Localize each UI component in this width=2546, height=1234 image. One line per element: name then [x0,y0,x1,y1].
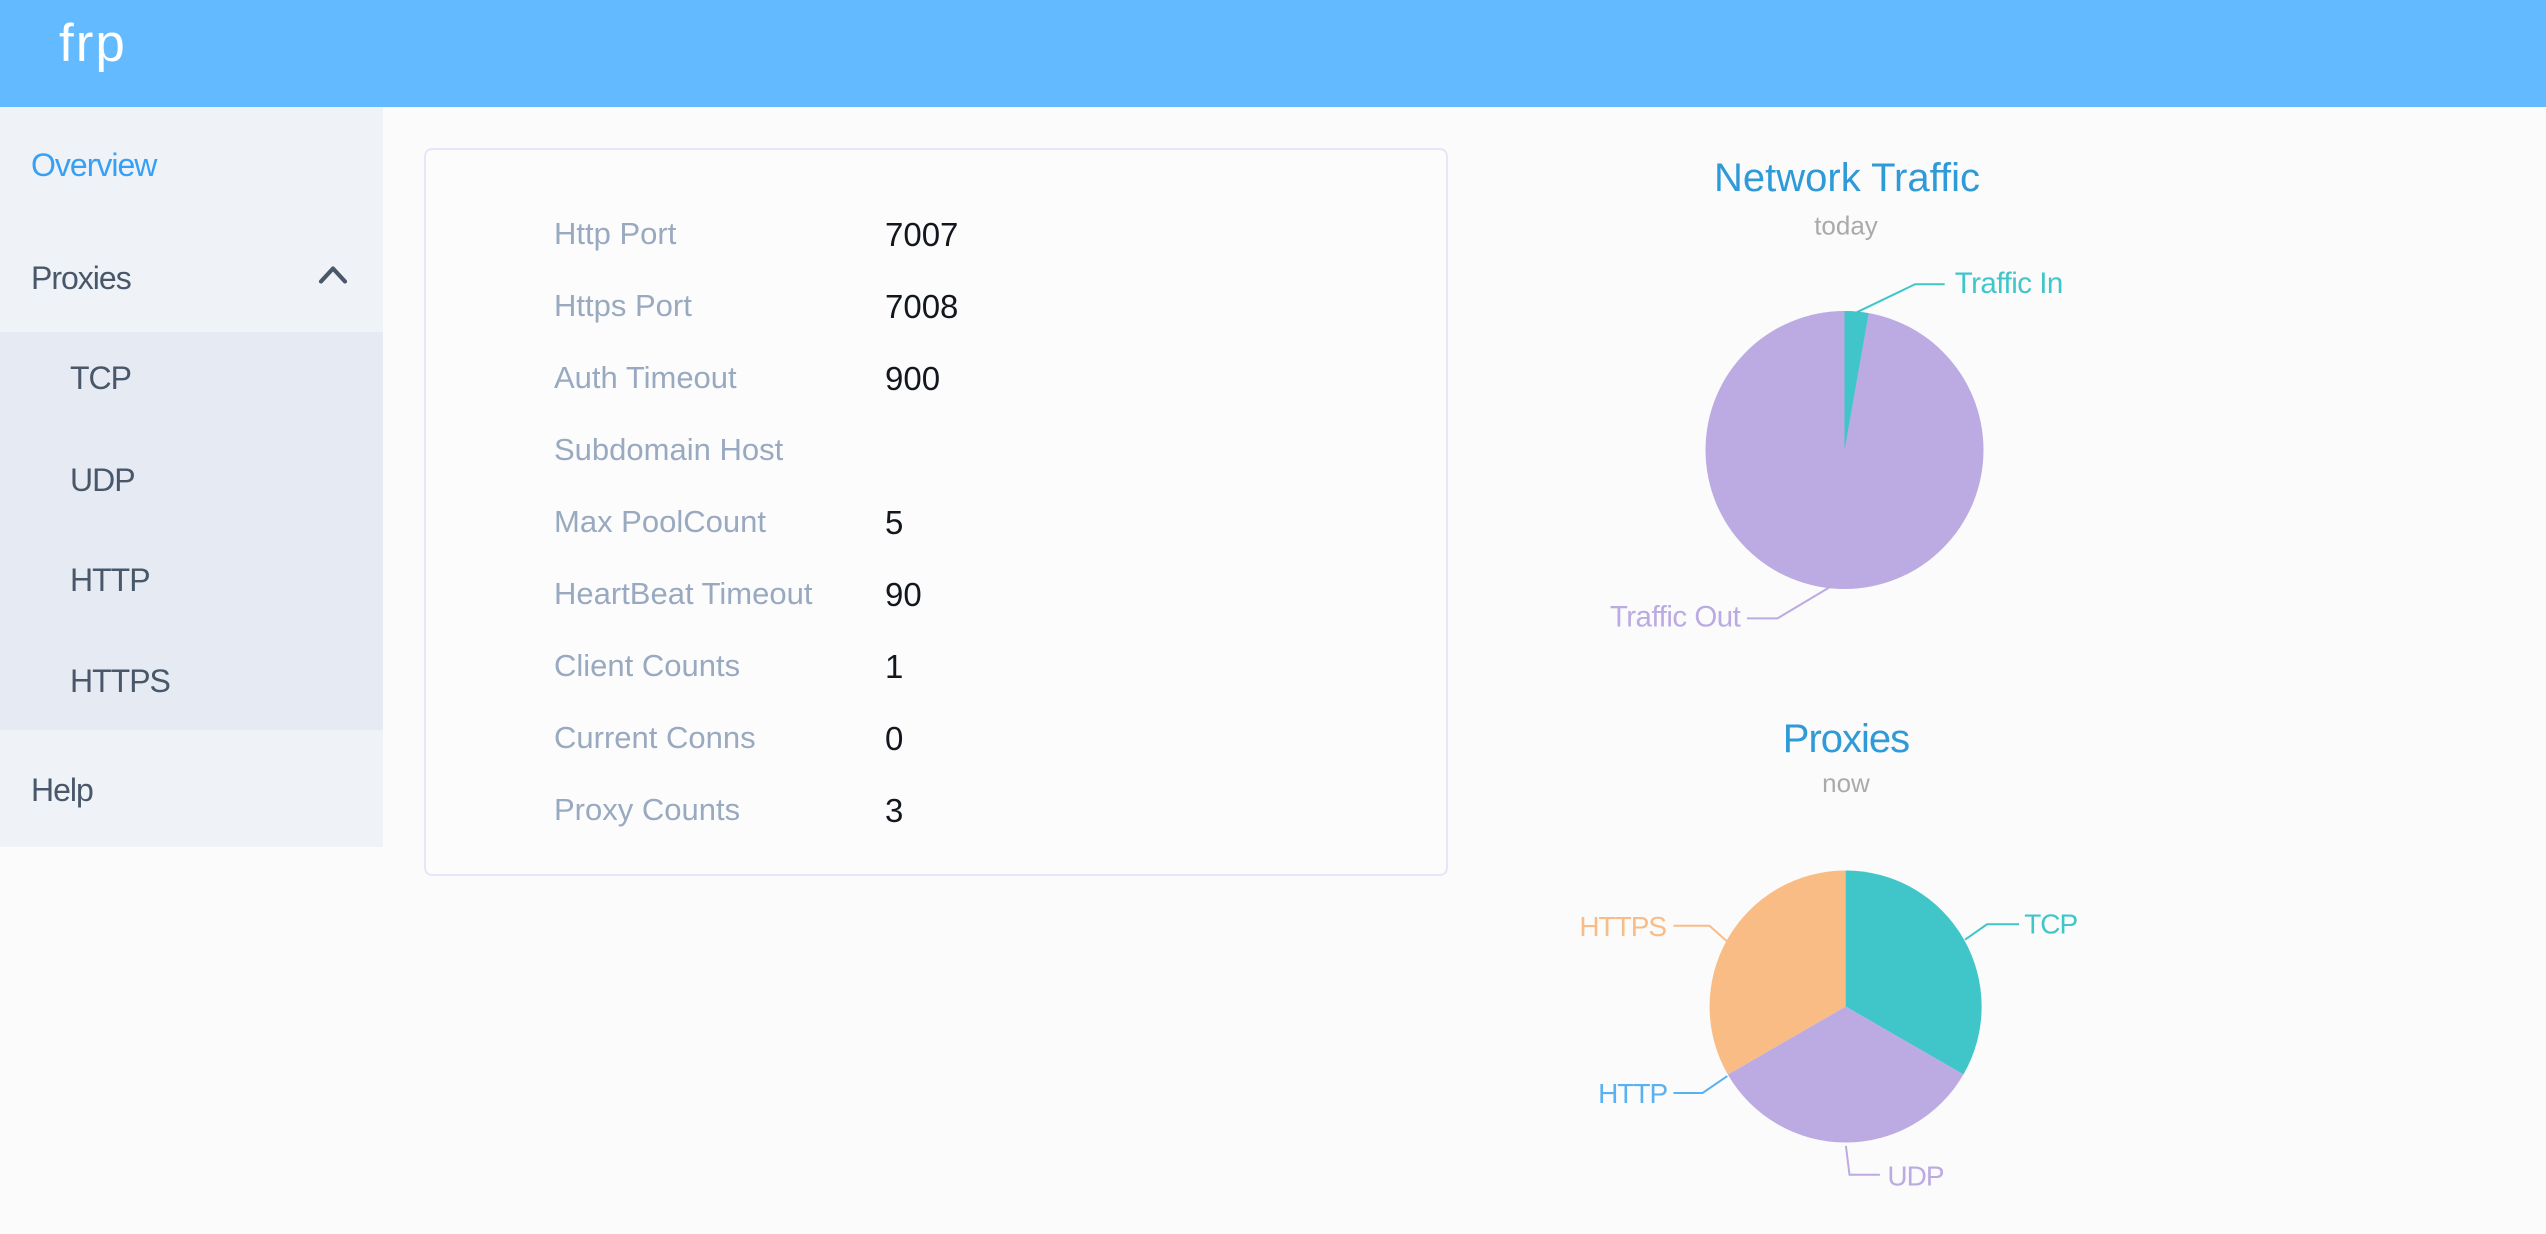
svg-text:Traffic Out: Traffic Out [1610,600,1741,633]
svg-text:HTTP: HTTP [1598,1078,1667,1109]
svg-text:UDP: UDP [1887,1161,1943,1192]
svg-text:Network Traffic: Network Traffic [1714,156,1980,200]
svg-text:Proxies: Proxies [1783,717,1909,761]
svg-text:TCP: TCP [2024,908,2077,939]
svg-text:today: today [1814,211,1878,241]
svg-text:now: now [1822,768,1870,798]
svg-text:Traffic In: Traffic In [1955,267,2063,300]
svg-text:HTTPS: HTTPS [1579,911,1666,942]
